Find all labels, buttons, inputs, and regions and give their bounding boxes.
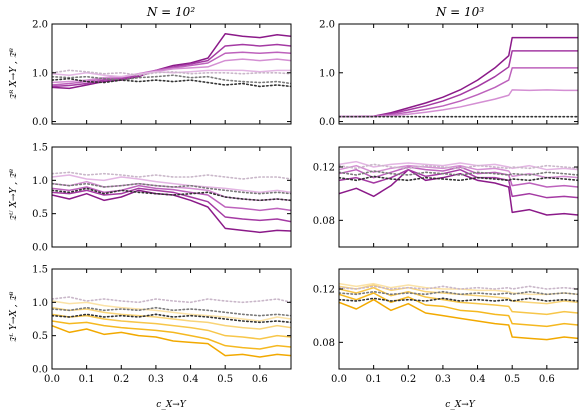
series-line-6 xyxy=(52,182,291,195)
series-line-7 xyxy=(52,313,291,324)
series-line-6 xyxy=(52,306,291,317)
series-line-4 xyxy=(339,282,578,296)
panel-middle-right: 0.08 0.12 xyxy=(313,146,579,248)
series-line-6 xyxy=(52,74,291,85)
series-group xyxy=(339,160,578,216)
xtick-label: 0.0 xyxy=(44,374,60,385)
panel-frame xyxy=(338,146,579,248)
ytick-label: 0.5 xyxy=(32,209,48,220)
xtick-label: 0.3 xyxy=(148,374,164,385)
series-line-0 xyxy=(339,298,578,341)
series-line-0 xyxy=(339,36,578,118)
panel-bottom-right: 0.08 0.12 0.0 0.1 0.2 0.3 0.4 0.5 0.6 xyxy=(313,268,579,385)
series-line-5 xyxy=(52,69,291,77)
series-line-2 xyxy=(339,67,578,118)
series-line-0 xyxy=(52,189,291,234)
xlabel-right: c_X→Y xyxy=(445,400,475,410)
column-title-left: N = 10² xyxy=(146,5,195,19)
panel-frame xyxy=(338,268,579,370)
panel-frame xyxy=(338,23,579,125)
series-line-2 xyxy=(52,51,291,86)
ytick-label: 0.12 xyxy=(313,163,335,174)
ytick-label: 0.0 xyxy=(32,117,48,128)
series-group xyxy=(52,33,291,90)
series-line-2 xyxy=(339,286,578,316)
row-ylabel-top: 𝔗ᴿ X→Y , 𝔗̃ᴮ xyxy=(9,48,19,100)
series-line-5 xyxy=(52,296,291,304)
ytick-label: 2.0 xyxy=(32,20,48,31)
xtick-label: 0.3 xyxy=(435,374,451,385)
ytick-label: 0.5 xyxy=(32,331,48,342)
series-group xyxy=(339,282,578,341)
series-line-4 xyxy=(52,69,291,78)
ytick-label: 1.5 xyxy=(32,143,48,154)
series-line-2 xyxy=(52,313,291,340)
series-line-1 xyxy=(52,187,291,223)
series-group xyxy=(52,171,291,234)
series-line-7 xyxy=(52,187,291,202)
ytick-label: 1.0 xyxy=(32,298,48,309)
series-line-1 xyxy=(339,292,578,328)
ytick-label: 1.0 xyxy=(32,68,48,79)
ytick-label: 0.0 xyxy=(319,117,335,128)
series-line-0 xyxy=(52,33,291,90)
ytick-label: 0.08 xyxy=(313,338,335,349)
panel-frame xyxy=(51,23,292,125)
series-line-3 xyxy=(52,306,291,330)
ytick-label: 0.0 xyxy=(32,243,48,254)
xtick-label: 0.4 xyxy=(183,374,199,385)
series-line-0 xyxy=(339,168,578,216)
ytick-label: 1.0 xyxy=(32,176,48,187)
panel-frame xyxy=(51,146,292,248)
series-line-6 xyxy=(339,290,578,296)
series-line-7 xyxy=(339,297,578,302)
series-group xyxy=(339,36,578,118)
series-line-3 xyxy=(339,164,578,179)
series-line-3 xyxy=(52,58,291,84)
xtick-label: 0.2 xyxy=(400,374,416,385)
ytick-label: 2.0 xyxy=(319,20,335,31)
series-line-7 xyxy=(339,175,578,182)
panel-top-left: 0.0 1.0 2.0 xyxy=(32,20,292,128)
series-line-5 xyxy=(339,285,578,290)
series-line-4 xyxy=(52,174,291,194)
panel-bottom-left: 0.0 0.5 1.0 1.5 0.0 0.1 0.2 0.3 0.4 0.5 0.6 xyxy=(32,265,292,385)
series-line-0 xyxy=(52,324,291,358)
series-group xyxy=(52,296,291,358)
xtick-label: 0.5 xyxy=(504,374,520,385)
series-line-2 xyxy=(339,166,578,188)
panels-group: 0.01.02.00.01.02.00.00.51.01.50.080.120.… xyxy=(32,20,579,385)
xtick-label: 0.1 xyxy=(366,374,382,385)
series-line-3 xyxy=(339,89,578,118)
series-line-1 xyxy=(52,320,291,350)
xtick-label: 0.6 xyxy=(252,374,268,385)
xtick-label: 0.1 xyxy=(79,374,95,385)
ytick-label: 0.08 xyxy=(313,216,335,227)
ytick-label: 0.0 xyxy=(32,365,48,376)
xtick-label: 0.2 xyxy=(113,374,129,385)
xtick-label: 0.5 xyxy=(217,374,233,385)
column-title-right: N = 10³ xyxy=(435,5,484,19)
series-line-5 xyxy=(52,171,291,180)
xlabel-left: c_X→Y xyxy=(156,400,186,410)
ytick-label: 1.5 xyxy=(32,265,48,276)
xtick-label: 0.4 xyxy=(470,374,486,385)
row-ylabel-middle: 𝔗ᵁ X→Y , 𝔗̃ᴮ xyxy=(9,169,19,221)
panel-top-right: 0.0 1.0 2.0 xyxy=(319,20,579,128)
xtick-label: 0.0 xyxy=(331,374,347,385)
series-line-4 xyxy=(52,300,291,322)
panel-frame xyxy=(51,268,292,370)
series-line-5 xyxy=(339,163,578,170)
xtick-label: 0.6 xyxy=(539,374,555,385)
series-line-7 xyxy=(52,77,291,88)
series-line-2 xyxy=(52,184,291,212)
ytick-label: 0.12 xyxy=(313,285,335,296)
ytick-label: 1.0 xyxy=(319,68,335,79)
panel-middle-left: 0.0 0.5 1.0 1.5 xyxy=(32,143,292,254)
series-line-6 xyxy=(339,170,578,176)
row-ylabel-bottom: 𝔗ᴸ Y→X , 𝔗̃ᴮ xyxy=(9,291,19,342)
